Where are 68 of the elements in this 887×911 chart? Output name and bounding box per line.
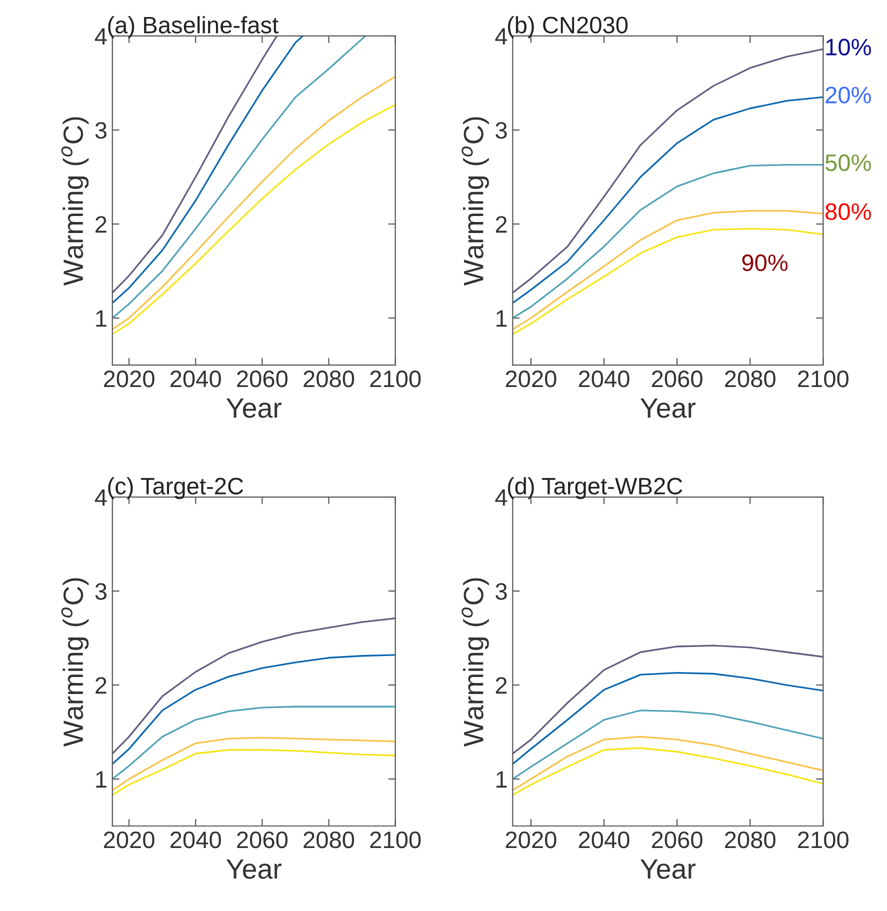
x-tick-label: 2040 bbox=[170, 370, 221, 388]
line-series bbox=[512, 672, 824, 765]
line-series bbox=[512, 210, 824, 330]
series-label: 80% bbox=[826, 203, 871, 220]
x-tick-label: 2080 bbox=[725, 831, 776, 848]
series-label: 20% bbox=[826, 86, 871, 104]
y-tick-label: 4 bbox=[94, 489, 107, 506]
line-series bbox=[112, 736, 396, 792]
y-tick-label: 4 bbox=[495, 489, 508, 506]
series-label: 90% bbox=[742, 254, 788, 272]
chart-title: (b) CN2030 bbox=[508, 16, 628, 38]
x-tick-label: 2040 bbox=[170, 831, 221, 848]
x-tick-label: 2100 bbox=[798, 831, 848, 848]
y-tick-label: 1 bbox=[496, 310, 507, 327]
x-tick-label: 2100 bbox=[370, 370, 421, 388]
series-label: 10% bbox=[826, 38, 871, 56]
x-tick-label: 2060 bbox=[652, 831, 702, 848]
x-tick-label: 2020 bbox=[104, 370, 154, 388]
y-axis-title: Warming ($^{o}$C) bbox=[462, 117, 489, 286]
series-label: 50% bbox=[825, 154, 871, 172]
y-tick-label: 1 bbox=[96, 771, 106, 788]
x-tick-label: 2020 bbox=[506, 831, 556, 848]
x-axis-title: Year bbox=[640, 859, 696, 879]
line-series bbox=[512, 48, 824, 294]
y-tick-label: 3 bbox=[95, 583, 106, 600]
y-tick-label: 1 bbox=[496, 771, 507, 788]
line-series bbox=[512, 96, 824, 304]
y-tick-label: 2 bbox=[496, 216, 507, 233]
line-series bbox=[512, 736, 824, 792]
x-axis-title: Year bbox=[640, 398, 696, 418]
y-tick-label: 3 bbox=[496, 583, 507, 600]
line-series bbox=[512, 228, 824, 335]
line-series bbox=[112, 706, 396, 780]
line-series bbox=[112, 654, 396, 765]
chart-title: (a) Baseline-fast bbox=[108, 16, 278, 38]
y-tick-label: 2 bbox=[96, 216, 106, 233]
y-axis-title: Warming ($^{o}$C) bbox=[61, 578, 89, 747]
y-tick-label: 4 bbox=[94, 28, 107, 45]
chart-title: (c) Target-2C bbox=[108, 477, 244, 500]
x-axis-title: Year bbox=[226, 398, 282, 418]
x-tick-label: 2080 bbox=[304, 370, 354, 388]
x-tick-label: 2060 bbox=[652, 370, 702, 388]
line-series bbox=[512, 710, 824, 780]
chart-title: (d) Target-WB2C bbox=[508, 477, 682, 500]
x-tick-label: 2020 bbox=[506, 370, 556, 388]
y-tick-label: 1 bbox=[96, 310, 106, 327]
y-tick-label: 2 bbox=[496, 677, 507, 694]
line-series bbox=[112, 749, 396, 796]
line-series bbox=[512, 164, 824, 319]
x-tick-label: 2100 bbox=[370, 831, 421, 848]
y-tick-label: 4 bbox=[495, 28, 508, 45]
x-tick-label: 2060 bbox=[237, 831, 288, 848]
y-tick-label: 3 bbox=[496, 122, 507, 139]
x-tick-label: 2080 bbox=[304, 831, 354, 848]
y-tick-label: 2 bbox=[96, 677, 106, 694]
x-tick-label: 2060 bbox=[237, 370, 288, 388]
x-tick-label: 2020 bbox=[104, 831, 154, 848]
y-axis-title: Warming ($^{o}$C) bbox=[61, 117, 89, 286]
line-series bbox=[112, 617, 396, 754]
y-tick-label: 3 bbox=[95, 122, 106, 139]
x-axis-title: Year bbox=[226, 859, 282, 879]
line-series bbox=[512, 747, 824, 796]
x-tick-label: 2100 bbox=[798, 370, 848, 388]
x-tick-label: 2040 bbox=[578, 370, 630, 388]
line-series bbox=[512, 644, 824, 754]
x-tick-label: 2040 bbox=[578, 831, 630, 848]
y-axis-title: Warming ($^{o}$C) bbox=[462, 578, 489, 747]
x-tick-label: 2080 bbox=[725, 370, 776, 388]
